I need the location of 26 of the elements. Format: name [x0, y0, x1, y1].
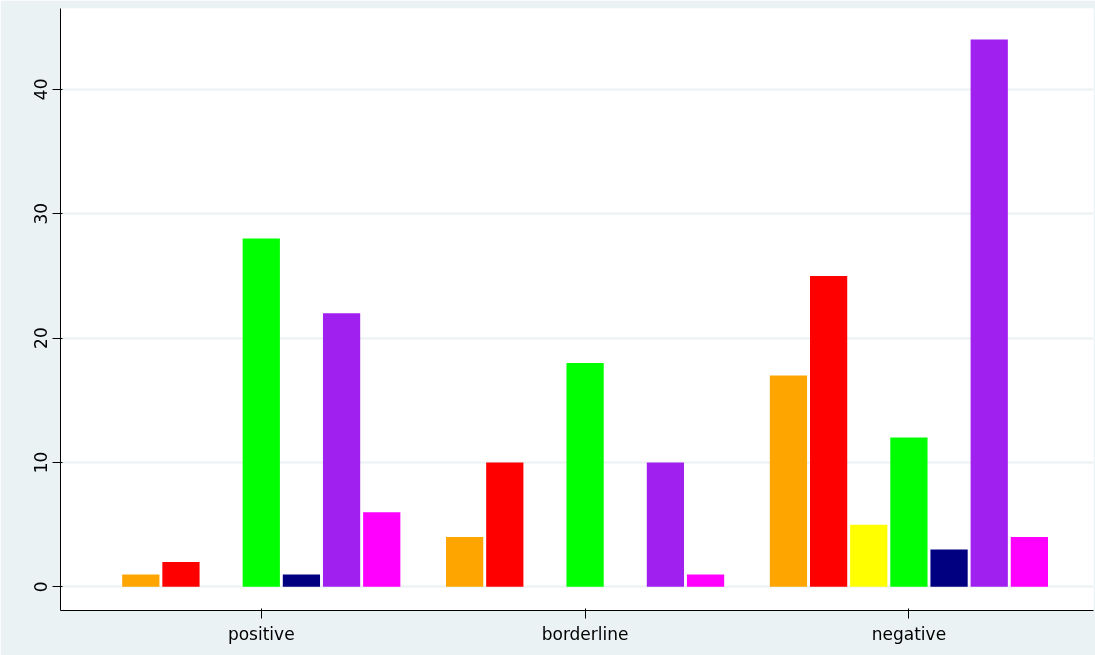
- bar: [769, 375, 808, 587]
- bar: [322, 313, 361, 587]
- bar: [486, 462, 524, 587]
- bar: [809, 275, 848, 587]
- x-tick-label: negative: [871, 623, 947, 644]
- bar: [363, 512, 401, 587]
- bar: [646, 462, 685, 587]
- y-tick-label: 0: [31, 581, 52, 593]
- y-tick-label: 10: [31, 451, 52, 474]
- x-tick-label: borderline: [541, 623, 629, 644]
- x-tick-label: positive: [227, 623, 295, 644]
- bar: [1010, 537, 1048, 587]
- y-tick-label: 20: [31, 327, 52, 349]
- y-tick-label: 40: [31, 78, 52, 101]
- bar: [890, 437, 928, 587]
- y-tick-label: 30: [31, 202, 52, 225]
- bar: [162, 561, 200, 587]
- bar: [122, 574, 160, 587]
- bar: [566, 362, 604, 587]
- bar: [446, 537, 484, 587]
- bar: [686, 574, 725, 587]
- bar: [850, 524, 888, 587]
- bar: [282, 574, 321, 587]
- bar: [242, 238, 280, 587]
- bar: [930, 549, 968, 587]
- bar: [970, 39, 1008, 587]
